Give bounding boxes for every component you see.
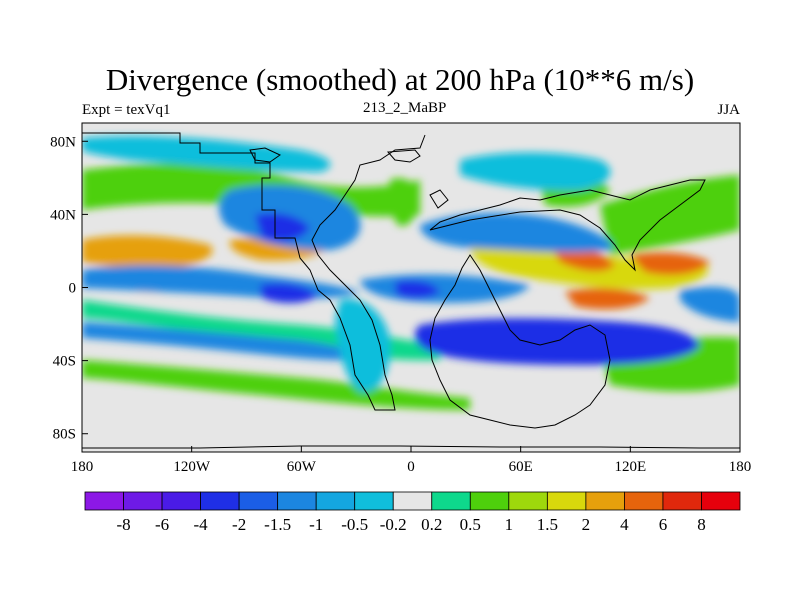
colorbar-label: -1 <box>309 515 323 534</box>
colorbar-swatch <box>200 491 240 511</box>
x-tick-label: 60W <box>287 459 317 475</box>
colorbar-label: -2 <box>232 515 246 534</box>
colorbar-label: 6 <box>659 515 668 534</box>
colorbar-swatch <box>585 491 625 511</box>
season-label: JJA <box>717 102 740 118</box>
x-axis: 180 120W 60W 0 60E 120E 180 <box>71 446 752 475</box>
positive-core-pacific <box>82 235 213 269</box>
positive-band-east-asia <box>600 175 740 255</box>
negative-core-africa <box>395 280 440 299</box>
colorbar-label: 0.5 <box>460 515 481 534</box>
experiment-label: Expt = texVq1 <box>82 102 171 118</box>
run-id-label: 213_2_MaBP <box>363 100 447 116</box>
colorbar-swatch <box>469 491 510 511</box>
y-tick-label: 40S <box>53 354 76 370</box>
negative-core-equator <box>260 283 318 304</box>
colorbar-label: -6 <box>155 515 169 534</box>
x-tick-label: 120W <box>173 459 211 475</box>
colorbar-swatch <box>161 491 201 511</box>
coastlines <box>82 132 740 449</box>
colorbar-swatch <box>354 491 394 511</box>
negative-area-arctic-asia <box>460 152 611 191</box>
x-tick-label: 120E <box>614 459 646 475</box>
colorbar-label: 2 <box>582 515 591 534</box>
y-tick-label: 40N <box>50 207 76 223</box>
y-axis: 80N 40N 0 40S 80S <box>50 134 88 443</box>
y-tick-label: 80S <box>53 427 76 443</box>
x-tick-label: 60E <box>509 459 533 475</box>
x-tick-label: 0 <box>407 459 415 475</box>
negative-patch-east-pacific <box>680 287 740 322</box>
colorbar-swatch <box>624 491 664 511</box>
colorbar-swatch <box>546 491 587 511</box>
map-title: Divergence (smoothed) at 200 hPa (10**6 … <box>105 62 695 97</box>
colorbar-label: 0.2 <box>421 515 442 534</box>
x-tick-label: 180 <box>71 459 94 475</box>
colorbar-label: -4 <box>194 515 209 534</box>
colorbar-label: -8 <box>116 515 130 534</box>
colorbar-label: 8 <box>697 515 706 534</box>
colorbar-swatch <box>662 491 702 511</box>
contour-fields <box>82 132 740 449</box>
colorbar-label: 1.5 <box>537 515 558 534</box>
colorbar-label: 1 <box>505 515 514 534</box>
x-tick-label: 180 <box>729 459 752 475</box>
colorbar-swatch <box>392 491 433 511</box>
colorbar-swatch <box>84 491 124 511</box>
negative-core-north-america <box>255 213 310 242</box>
colorbar-swatch <box>431 491 471 511</box>
colorbar-label: -0.2 <box>380 515 407 534</box>
colorbar-swatch <box>277 491 317 511</box>
colorbar-label: -0.5 <box>341 515 368 534</box>
colorbar-swatch <box>238 491 279 511</box>
positive-patch-atlantic <box>389 178 420 226</box>
colorbar-label: 4 <box>620 515 629 534</box>
colorbar-label: -1.5 <box>264 515 291 534</box>
colorbar: -8 -6 -4 -2 -1.5 -1 -0.5 -0.2 0.2 0.5 1 1.5 2 4 6 8 <box>84 491 741 534</box>
y-tick-label: 0 <box>69 281 77 297</box>
colorbar-swatch <box>508 491 548 511</box>
negative-area-south-america <box>335 299 391 393</box>
y-tick-label: 80N <box>50 134 76 150</box>
colorbar-swatch <box>701 491 741 511</box>
negative-band-sh-pacific <box>82 322 360 361</box>
positive-core-westpac <box>630 252 710 275</box>
colorbar-swatch <box>315 491 356 511</box>
negative-band-south-indian <box>414 318 700 365</box>
positive-core-indian <box>565 288 650 310</box>
colorbar-swatch <box>123 491 163 511</box>
negative-area-eurasia <box>420 213 613 253</box>
positive-band-sh-mid <box>82 360 470 410</box>
